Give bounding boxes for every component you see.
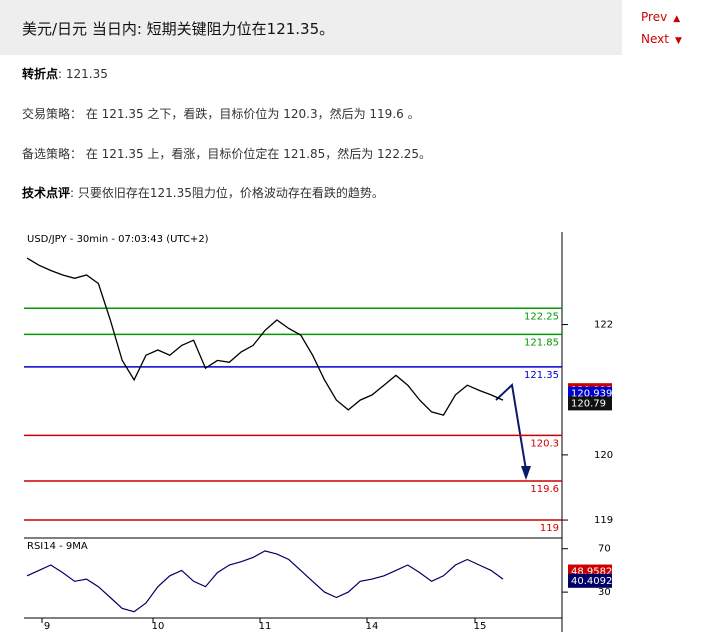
price-label: 120.939 bbox=[571, 389, 612, 400]
next-link[interactable]: Next ▼ bbox=[641, 32, 682, 46]
label: 技术点评 bbox=[22, 186, 71, 200]
label: 转折点 bbox=[22, 67, 59, 81]
y-tick-label: 30 bbox=[598, 587, 611, 598]
text: : 只要依旧存在121.35阻力位，价格波动存在看跌的趋势。 bbox=[70, 186, 384, 200]
rsi-line bbox=[26, 550, 504, 613]
paragraph: 交易策略： 在 121.35 之下，看跌，目标价位为 120.3，然后为 119… bbox=[22, 105, 420, 122]
x-tick-label: 14 bbox=[366, 621, 379, 632]
chart: USD/JPY - 30min - 07:03:43 (UTC+2) RSI14… bbox=[24, 232, 613, 632]
next-text[interactable]: Next bbox=[641, 32, 669, 46]
paragraph: 备选策略： 在 121.35 上，看涨，目标价位定在 121.85，然后为 12… bbox=[22, 145, 431, 162]
title: 美元/日元 当日内: 短期关键阻力位在121.35。 bbox=[22, 20, 335, 38]
forecast-arrow bbox=[495, 382, 527, 471]
rsi-label-box bbox=[568, 573, 612, 588]
price-label-box bbox=[568, 396, 612, 411]
rsi-title: RSI14 - 9MA bbox=[27, 541, 88, 552]
x-tick-label: 15 bbox=[474, 621, 487, 632]
y-tick-label: 122 bbox=[594, 320, 613, 331]
level-label: 121.85 bbox=[524, 337, 559, 348]
level-label: 119 bbox=[540, 523, 559, 534]
header: 美元/日元 当日内: 短期关键阻力位在121.35。 bbox=[0, 0, 622, 55]
paragraph: 转折点: 121.35 bbox=[22, 65, 108, 82]
price-label: 120.79 bbox=[571, 398, 606, 409]
prev-text[interactable]: Prev bbox=[641, 10, 668, 24]
paragraph: 技术点评: 只要依旧存在121.35阻力位，价格波动存在看跌的趋势。 bbox=[22, 184, 384, 201]
x-tick-label: 9 bbox=[44, 621, 50, 632]
rsi-label: 40.4092 bbox=[571, 576, 612, 587]
text: 备选策略： 在 121.35 上，看涨，目标价位定在 121.85，然后为 12… bbox=[22, 147, 432, 161]
y-tick-label: 70 bbox=[598, 544, 611, 555]
x-tick-label: 11 bbox=[259, 621, 272, 632]
text: 交易策略： 在 121.35 之下，看跌，目标价位为 120.3，然后为 119… bbox=[22, 107, 420, 121]
level-label: 119.6 bbox=[530, 484, 559, 495]
text: : 121.35 bbox=[58, 67, 108, 81]
level-label: 122.25 bbox=[524, 311, 559, 322]
prev-link[interactable]: Prev ▲ bbox=[641, 10, 681, 24]
level-label: 121.35 bbox=[524, 370, 559, 381]
rsi-label: 48.9582 bbox=[571, 567, 612, 578]
price-line bbox=[26, 257, 504, 416]
y-tick-label: 119 bbox=[594, 515, 613, 526]
arrow-head bbox=[521, 466, 531, 480]
x-tick-label: 10 bbox=[152, 621, 165, 632]
y-tick-label: 120 bbox=[594, 450, 613, 461]
chart-title: USD/JPY - 30min - 07:03:43 (UTC+2) bbox=[27, 234, 209, 245]
level-label: 120.3 bbox=[530, 438, 559, 449]
